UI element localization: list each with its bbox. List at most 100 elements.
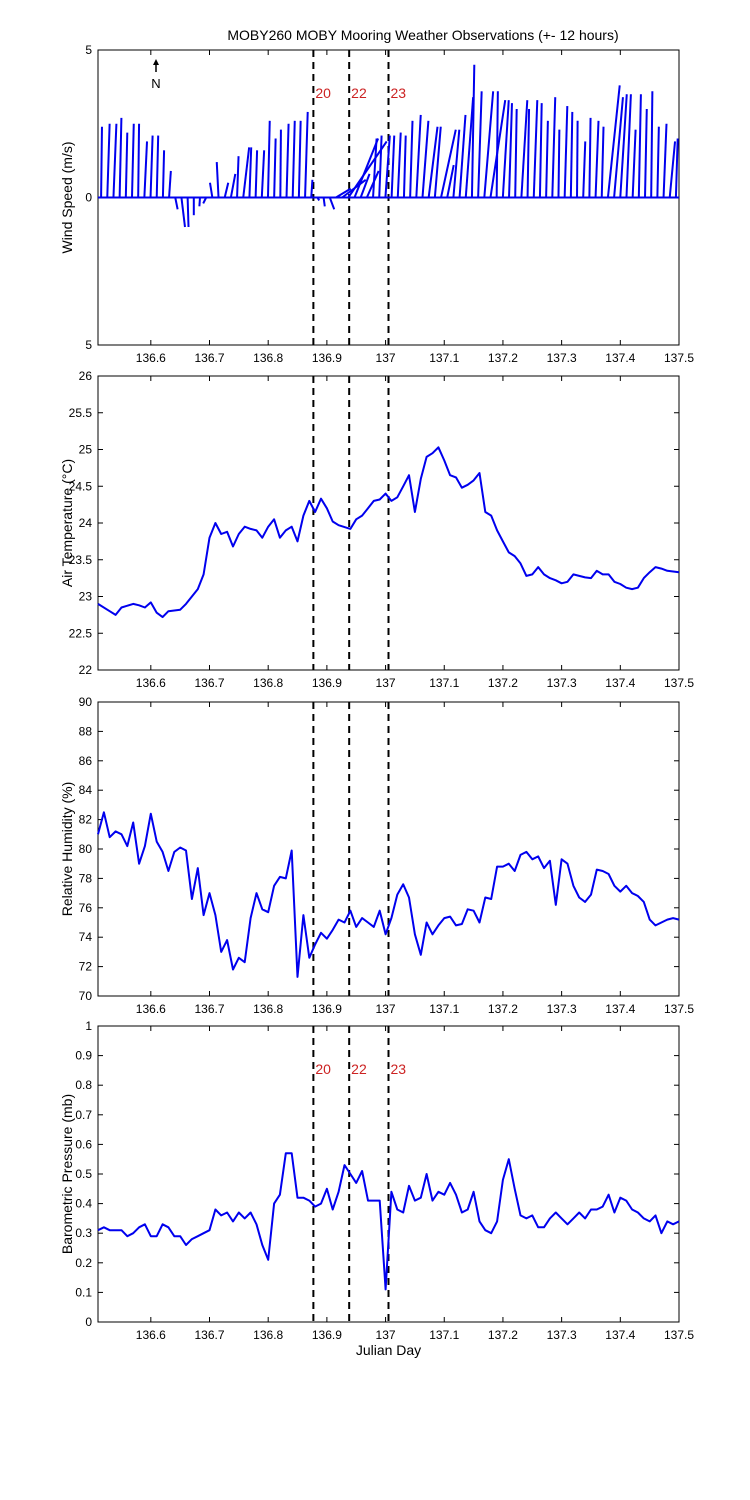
wind-vector (359, 173, 371, 198)
x-tick-label: 136.6 (136, 1328, 166, 1342)
panel-1: 136.6 136.7 136.8 136.9 137 137.1 137.2 137.3 13… (59, 43, 694, 365)
wind-vector (514, 108, 518, 198)
x-tick-label: 136.6 (136, 1002, 166, 1016)
x-tick-label: 137.2 (488, 351, 518, 365)
x-tick-label: 136.9 (312, 676, 342, 690)
marker-label: 23 (391, 1061, 407, 1077)
x-tick-label: 136.9 (312, 1328, 342, 1342)
wind-vector (260, 150, 266, 198)
y-tick-label: 76 (79, 901, 93, 915)
north-arrow-head (153, 59, 159, 65)
marker-label: 22 (351, 1061, 367, 1077)
y-tick-label: 86 (79, 754, 93, 768)
wind-vector (353, 138, 380, 198)
y-axis-label: Barometric Pressure (mb) (59, 1094, 75, 1254)
y-tick-label: 72 (79, 960, 93, 974)
series-line (97, 1152, 680, 1291)
y-tick-label: 88 (79, 724, 93, 738)
y-tick-label: 26 (79, 369, 93, 383)
wind-vector (149, 135, 154, 198)
wind-vector (600, 126, 605, 198)
wind-vector (198, 197, 201, 207)
wind-vector (446, 164, 455, 198)
x-tick-label: 136.6 (136, 676, 166, 690)
wind-vector (458, 114, 467, 198)
wind-vector (576, 120, 579, 198)
wind-vector (656, 126, 660, 198)
wind-vector (372, 138, 378, 198)
wind-vector (118, 117, 123, 198)
wind-vector (477, 91, 483, 198)
wind-vector (384, 135, 391, 198)
wind-vector (186, 197, 190, 228)
y-tick-label: 70 (79, 989, 93, 1003)
wind-vector (378, 135, 383, 198)
wind-vector (551, 97, 557, 198)
y-tick-label: 25 (79, 443, 93, 457)
x-tick-label: 137.5 (664, 1002, 694, 1016)
wind-vector (130, 123, 135, 198)
x-tick-label: 137.3 (547, 676, 577, 690)
x-tick-label: 136.9 (312, 1002, 342, 1016)
wind-vector (137, 123, 141, 198)
y-tick-label: 0.5 (75, 1167, 92, 1181)
wind-vector (229, 173, 237, 198)
y-tick-label: 90 (79, 695, 93, 709)
wind-vector (365, 170, 380, 198)
x-tick-label: 137.4 (605, 351, 635, 365)
north-label: N (151, 76, 160, 91)
wind-vector (248, 147, 253, 198)
wind-vector (155, 135, 160, 198)
wind-vector (440, 129, 457, 198)
x-axis-label: Julian Day (356, 1342, 421, 1358)
x-tick-label: 137.5 (664, 1328, 694, 1342)
y-tick-label: 0 (85, 1315, 92, 1329)
y-axis-label: Relative Humidity (%) (59, 782, 75, 917)
wind-vector (310, 179, 314, 198)
wind-vector (124, 132, 129, 198)
wind-vector (402, 135, 407, 198)
wind-vector (202, 197, 208, 204)
x-tick-label: 137.3 (547, 351, 577, 365)
wind-vector (619, 94, 628, 198)
wind-vector (532, 100, 539, 198)
wind-vector (433, 126, 442, 198)
y-tick-label: 0.6 (75, 1137, 92, 1151)
wind-vector (180, 197, 186, 228)
wind-vector (495, 91, 499, 198)
y-tick-label: 0.1 (75, 1285, 92, 1299)
x-tick-label: 136.8 (253, 1002, 283, 1016)
wind-vector (606, 85, 621, 198)
y-tick-label: 84 (79, 783, 93, 797)
y-tick-label: 0 (85, 191, 92, 205)
wind-vector (161, 150, 166, 198)
panels: 136.6 136.7 136.8 136.9 137 137.1 137.2 137.3 13… (59, 43, 694, 1358)
marker-label: 22 (351, 85, 367, 101)
figure-title: MOBY260 MOBY Mooring Weather Observation… (227, 27, 618, 43)
x-tick-label: 137 (376, 351, 396, 365)
y-axis-label: Wind Speed (m/s) (59, 141, 75, 253)
y-tick-label: 0.4 (75, 1197, 92, 1211)
wind-vector (631, 129, 637, 198)
wind-vector (285, 123, 290, 198)
wind-vector (569, 111, 574, 198)
wind-vector (501, 100, 510, 198)
x-tick-label: 137.1 (429, 676, 459, 690)
wind-vector (674, 138, 679, 198)
wind-vector (563, 106, 569, 198)
wind-vector (508, 103, 513, 198)
panel-2: 136.6 136.7 136.8 136.9 137 137.1 137.2 137.3 13… (59, 369, 694, 690)
wind-vector (208, 182, 214, 198)
series-line (97, 446, 680, 619)
wind-vector (242, 147, 251, 198)
wind-vector (328, 197, 336, 210)
wind-vector (215, 162, 220, 198)
y-tick-label: 0.9 (75, 1049, 92, 1063)
wind-vector (273, 138, 277, 198)
panel-3: 136.6 136.7 136.8 136.9 137 137.1 137.2 137.3 13… (59, 695, 694, 1016)
y-tick-label: 1 (85, 1019, 92, 1033)
x-tick-label: 136.7 (194, 676, 224, 690)
wind-vector (427, 126, 439, 198)
wind-vector (470, 64, 476, 198)
